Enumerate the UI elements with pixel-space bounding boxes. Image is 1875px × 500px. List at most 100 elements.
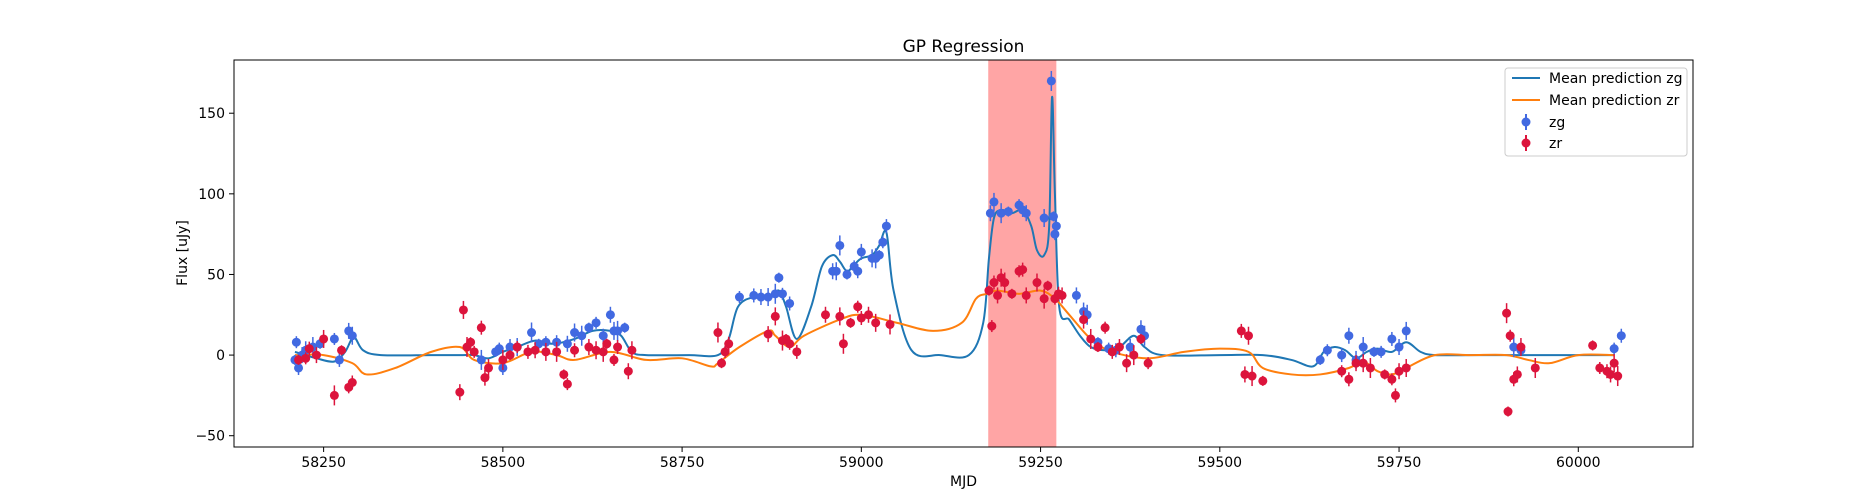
point-marker bbox=[1000, 278, 1010, 288]
point-marker bbox=[1129, 350, 1139, 360]
point-marker bbox=[1100, 323, 1110, 333]
data-point-zr bbox=[455, 384, 465, 401]
data-point-zr bbox=[476, 320, 486, 335]
point-marker bbox=[334, 355, 344, 365]
point-marker bbox=[1114, 342, 1124, 352]
point-marker bbox=[1050, 229, 1060, 239]
data-point-zr bbox=[1380, 369, 1390, 380]
legend-swatch-zr-marker bbox=[1521, 138, 1531, 148]
point-marker bbox=[763, 292, 773, 302]
data-point-zr bbox=[530, 342, 540, 359]
point-marker bbox=[1143, 358, 1153, 368]
data-point-zg bbox=[874, 250, 884, 261]
point-marker bbox=[1606, 369, 1616, 379]
point-marker bbox=[319, 334, 329, 344]
data-point-zg bbox=[476, 349, 486, 370]
data-point-zr bbox=[505, 350, 515, 361]
legend-label-zr-line: Mean prediction zr bbox=[1549, 93, 1680, 109]
point-marker bbox=[512, 342, 522, 352]
data-point-zg bbox=[842, 269, 852, 280]
data-point-zg bbox=[1344, 327, 1354, 344]
point-marker bbox=[984, 286, 994, 296]
point-marker bbox=[498, 355, 508, 365]
legend-box bbox=[1504, 67, 1688, 157]
point-marker bbox=[1516, 342, 1526, 352]
data-point-zr bbox=[1606, 366, 1616, 383]
data-point-zg bbox=[856, 243, 866, 260]
data-point-zr bbox=[1093, 342, 1103, 353]
data-point-zg bbox=[1376, 345, 1386, 358]
y-axis-ticks: −50 0 50 100 150 bbox=[195, 106, 234, 445]
point-marker bbox=[505, 342, 515, 352]
point-marker bbox=[530, 345, 540, 355]
data-point-zr bbox=[329, 385, 339, 406]
data-point-zr bbox=[498, 349, 508, 370]
data-point-zr bbox=[835, 307, 845, 326]
data-point-zr bbox=[1613, 366, 1623, 387]
data-point-zg bbox=[598, 328, 608, 343]
point-marker bbox=[1380, 369, 1390, 379]
data-point-zr bbox=[885, 314, 895, 335]
data-point-zr bbox=[993, 287, 1003, 304]
point-marker bbox=[989, 278, 999, 288]
point-marker bbox=[1509, 342, 1519, 352]
point-marker bbox=[294, 355, 304, 365]
point-marker bbox=[1021, 208, 1031, 218]
point-marker bbox=[1236, 326, 1246, 336]
point-marker bbox=[1122, 358, 1132, 368]
data-point-zg bbox=[1021, 205, 1031, 222]
data-point-zr bbox=[602, 338, 612, 349]
data-point-zg bbox=[1125, 339, 1135, 356]
point-marker bbox=[620, 323, 630, 333]
point-marker bbox=[1322, 345, 1332, 355]
data-point-zr bbox=[770, 307, 780, 326]
data-point-zg bbox=[577, 325, 587, 346]
point-marker bbox=[996, 208, 1006, 218]
point-marker bbox=[785, 298, 795, 308]
data-point-zg bbox=[1322, 344, 1332, 357]
data-point-zr bbox=[613, 340, 623, 355]
point-marker bbox=[1043, 281, 1053, 291]
point-marker bbox=[1093, 342, 1103, 352]
point-marker bbox=[1003, 207, 1013, 217]
data-point-zr bbox=[1247, 366, 1257, 387]
data-point-zg bbox=[881, 219, 891, 234]
data-point-zr bbox=[523, 344, 533, 359]
point-marker bbox=[734, 292, 744, 302]
data-point-zg bbox=[613, 320, 623, 341]
data-point-zr bbox=[347, 375, 357, 390]
point-marker bbox=[627, 345, 637, 355]
point-marker bbox=[1358, 342, 1368, 352]
point-marker bbox=[1390, 390, 1400, 400]
data-point-zr bbox=[319, 329, 329, 348]
data-point-zg bbox=[591, 316, 601, 329]
prediction-lines-layer bbox=[294, 96, 1615, 377]
data-point-zg bbox=[605, 306, 615, 323]
data-point-zr bbox=[294, 354, 304, 365]
point-marker bbox=[777, 289, 787, 299]
data-point-zr bbox=[1243, 326, 1253, 345]
data-point-zg bbox=[527, 322, 537, 343]
data-point-zg bbox=[1039, 209, 1049, 228]
y-axis-label: Flux [uJy] bbox=[175, 220, 191, 286]
x-tick-label: 59250 bbox=[1018, 455, 1063, 471]
point-marker bbox=[835, 240, 845, 250]
data-point-zr bbox=[1114, 339, 1124, 356]
point-marker bbox=[598, 347, 608, 357]
data-point-zg bbox=[756, 289, 766, 306]
point-marker bbox=[1051, 221, 1061, 231]
data-point-zr bbox=[717, 358, 727, 369]
point-marker bbox=[455, 387, 465, 397]
point-marker bbox=[570, 345, 580, 355]
data-point-zr bbox=[792, 344, 802, 359]
y-tick-label: 50 bbox=[207, 267, 225, 283]
plot-area bbox=[290, 60, 1626, 447]
data-point-zr bbox=[984, 285, 994, 296]
data-point-zg bbox=[734, 291, 744, 304]
point-marker bbox=[1505, 331, 1515, 341]
data-point-zg bbox=[329, 332, 339, 345]
data-point-zr bbox=[1129, 345, 1139, 366]
point-marker bbox=[1021, 290, 1031, 300]
data-point-zr bbox=[484, 358, 494, 377]
